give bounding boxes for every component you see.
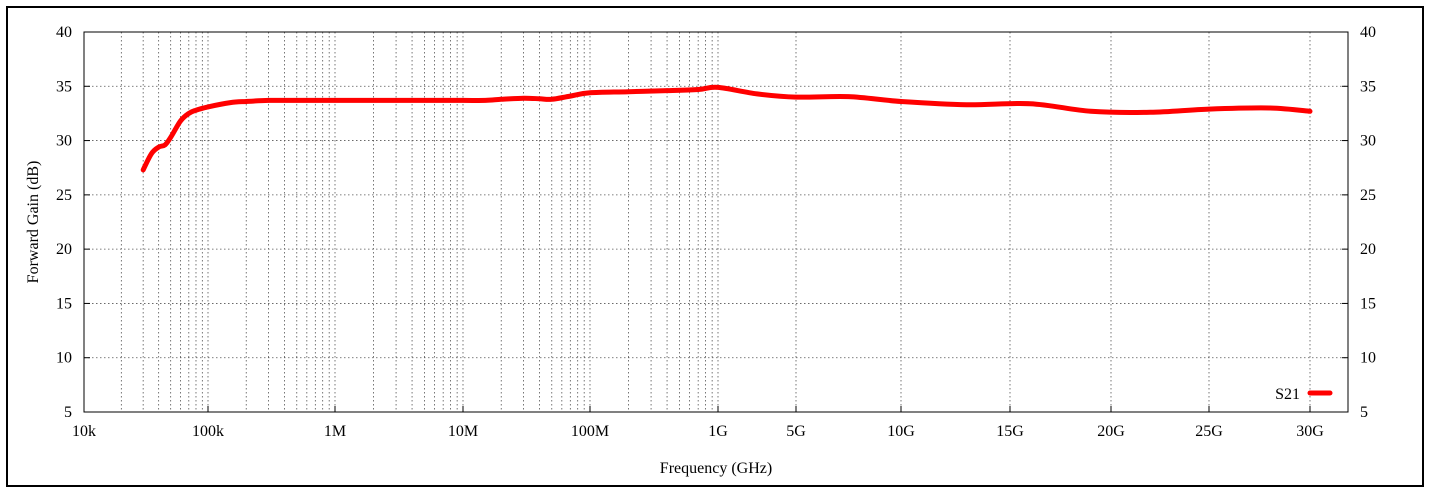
x-tick-label: 10M [448, 423, 478, 440]
x-tick-label: 10G [887, 423, 915, 440]
x-axis-label: Frequency (GHz) [660, 460, 772, 477]
y-axis-label: Forward Gain (dB) [25, 161, 42, 284]
x-tick-label: 30G [1296, 423, 1324, 440]
y-tick-label: 5 [64, 404, 72, 421]
y-tick-label: 35 [56, 78, 72, 95]
grid-lines [84, 32, 1348, 412]
right-y-tick-label: 25 [1360, 187, 1376, 204]
right-y-tick-label: 40 [1360, 24, 1376, 41]
y-tick-label: 10 [56, 350, 72, 367]
forward-gain-chart: 5 10 15 20 25 30 35 40 5 10 15 20 25 30 35 40 10k 100k 1M 1… [25, 24, 1376, 477]
x-tick-label: 15G [996, 423, 1024, 440]
x-tick-label: 5G [786, 423, 806, 440]
series-layer [140, 84, 1313, 173]
x-tick-label: 10k [72, 423, 96, 440]
x-tick-label: 100M [571, 423, 609, 440]
series-line-s21 [140, 84, 1313, 173]
chart-frame: 5 10 15 20 25 30 35 40 5 10 15 20 25 30 35 40 10k 100k 1M 1… [6, 6, 1424, 487]
plot-area [83, 31, 1349, 413]
y-tick-label: 20 [56, 241, 72, 258]
right-y-tick-label: 20 [1360, 241, 1376, 258]
y-tick-label: 25 [56, 187, 72, 204]
right-y-tick-label: 35 [1360, 78, 1376, 95]
x-tick-label: 20G [1097, 423, 1125, 440]
x-tick-label: 100k [192, 423, 224, 440]
legend: S21 [1275, 386, 1333, 403]
tick-labels: 5 10 15 20 25 30 35 40 5 10 15 20 25 30 35 40 10k 100k 1M 1… [56, 24, 1376, 440]
y-tick-label: 40 [56, 24, 72, 41]
tick-marks [83, 31, 1348, 413]
legend-label: S21 [1275, 386, 1300, 403]
y-tick-label: 30 [56, 133, 72, 150]
right-y-tick-label: 5 [1360, 404, 1368, 421]
x-tick-label: 1M [324, 423, 346, 440]
right-y-tick-label: 15 [1360, 295, 1376, 312]
right-y-tick-label: 10 [1360, 350, 1376, 367]
y-tick-label: 15 [56, 295, 72, 312]
x-tick-label: 25G [1195, 423, 1223, 440]
x-tick-label: 1G [708, 423, 728, 440]
right-y-tick-label: 30 [1360, 133, 1376, 150]
